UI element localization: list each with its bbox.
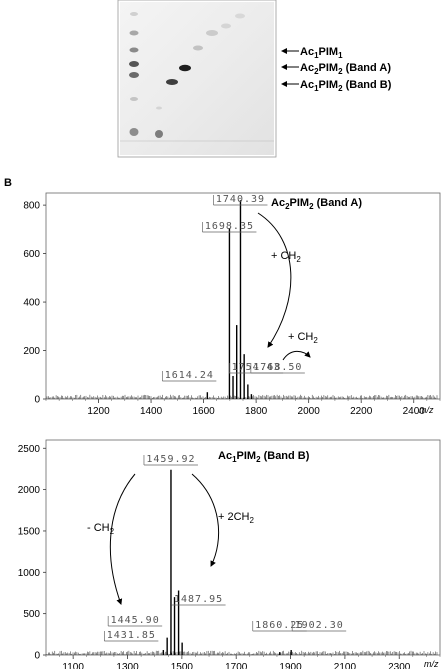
svg-text:1754.43: 1754.43	[232, 362, 281, 373]
peak-label: 1459.92	[143, 454, 198, 466]
peak-label: 1902.30	[291, 620, 347, 632]
svg-text:1698.35: 1698.35	[205, 221, 254, 232]
svg-text:1740.39: 1740.39	[216, 194, 265, 205]
panel-b-letter: B	[4, 177, 12, 189]
svg-text:1860.25: 1860.25	[255, 620, 304, 631]
y-tick-label: 500	[23, 609, 40, 620]
arrow-plus-2ch2	[191, 473, 220, 567]
spectrum-band-a-baseline	[46, 394, 438, 399]
peak-label: 1614.24	[161, 370, 217, 382]
spectrum-band-a-mz-label: m/z	[419, 405, 434, 415]
arrow-plus-ch2-large	[257, 212, 292, 348]
peak-label: 1768.50	[250, 362, 305, 374]
svg-text:Ac1PIM2 (Band B): Ac1PIM2 (Band B)	[300, 79, 392, 93]
x-tick-label: 1700	[225, 662, 248, 669]
tlc-plate	[117, 0, 277, 158]
x-tick-label: 1200	[87, 406, 110, 417]
arrow-plus-ch2-small	[282, 350, 311, 361]
y-tick-label: 200	[23, 346, 40, 357]
spectrum-band-b-title: Ac1PIM2 (Band B)	[218, 450, 310, 464]
spectrum-band-a-x-axis: 1200 1400 1600 1800 2000 2200 2400	[45, 399, 441, 417]
spectrum-band-b: 0 500 1000 1500 2000 2500 1100 1300 1500 1700 190…	[18, 439, 441, 669]
spectrum-band-b-y-axis: 0 500 1000 1500 2000 2500	[18, 444, 46, 662]
svg-text:Ac1PIM1: Ac1PIM1	[300, 46, 343, 60]
spectrum-band-b-x-axis: 1100 1300 1500 1700 1900 2100 2300	[45, 655, 441, 669]
peak-label: 1740.39	[213, 194, 268, 206]
spectrum-band-a-y-axis: 0 200 400 600 800	[23, 201, 46, 406]
x-tick-label: 1600	[192, 406, 215, 417]
x-tick-label: 1100	[62, 662, 84, 669]
y-tick-label: 600	[23, 249, 40, 260]
peak-label: 1487.95	[171, 594, 226, 606]
annotation-plus-2ch2: + 2CH2	[218, 511, 255, 525]
tlc-label-ac1pim1: Ac1PIM1	[281, 46, 343, 60]
x-tick-label: 1400	[140, 406, 163, 417]
spectrum-band-a: 0 200 400 600 800 1200 1400 1600 1800 2000 2200 24…	[23, 192, 441, 417]
y-tick-label: 0	[34, 651, 40, 662]
y-tick-label: 800	[23, 201, 40, 212]
y-tick-label: 1000	[18, 568, 41, 579]
peak-label: 1698.35	[202, 221, 257, 233]
arrow-minus-ch2	[109, 473, 136, 605]
x-tick-label: 1500	[171, 662, 194, 669]
y-tick-label: 2500	[18, 444, 41, 455]
x-tick-label: 2400	[403, 406, 426, 417]
svg-text:1431.85: 1431.85	[107, 630, 156, 641]
x-tick-label: 1800	[245, 406, 268, 417]
tlc-label-ac2pim2-band-a: Ac2PIM2 (Band A)	[281, 62, 391, 76]
x-tick-label: 2000	[298, 406, 321, 417]
svg-text:1445.90: 1445.90	[111, 615, 160, 626]
y-tick-label: 0	[34, 395, 40, 406]
svg-text:1487.95: 1487.95	[174, 594, 223, 605]
svg-text:1459.92: 1459.92	[146, 454, 195, 465]
tlc-label-ac1pim2-band-b: Ac1PIM2 (Band B)	[281, 79, 392, 93]
x-tick-label: 1300	[116, 662, 139, 669]
y-tick-label: 400	[23, 298, 40, 309]
spectrum-band-b-mz-label: m/z	[424, 659, 439, 669]
y-tick-label: 2000	[18, 485, 41, 496]
spectrum-band-b-peak-labels: 1459.92 1487.95 1445.90 1431.85 1860.251902.…	[103, 454, 347, 642]
x-tick-label: 2200	[350, 406, 373, 417]
y-tick-label: 1500	[18, 526, 41, 537]
svg-text:Ac2PIM2 (Band A): Ac2PIM2 (Band A)	[300, 62, 391, 76]
svg-text:1614.24: 1614.24	[165, 370, 214, 381]
annotation-plus-ch2-2: + CH2	[288, 331, 318, 345]
svg-text:1768.50: 1768.50	[253, 362, 302, 373]
annotation-plus-ch2-1: + CH2	[271, 250, 301, 264]
spectrum-band-b-peaks	[162, 469, 292, 655]
spectrum-band-a-title: Ac2PIM2 (Band A)	[271, 197, 362, 211]
spectrum-band-b-baseline	[46, 650, 438, 655]
annotation-minus-ch2: - CH2	[87, 522, 115, 536]
x-tick-label: 1900	[279, 662, 302, 669]
peak-label: 1445.90	[107, 615, 163, 627]
svg-text:1902.30: 1902.30	[295, 620, 344, 631]
x-tick-label: 2100	[334, 662, 357, 669]
peak-label: 1431.85	[103, 630, 159, 642]
x-tick-label: 2300	[388, 662, 411, 669]
